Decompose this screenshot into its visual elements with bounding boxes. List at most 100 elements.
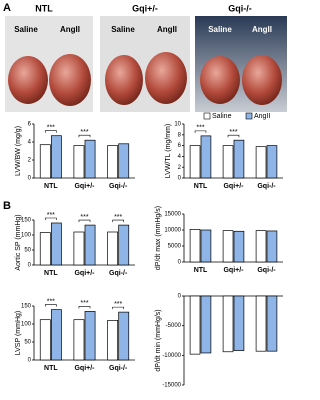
significance-bracket	[78, 306, 91, 309]
significance-bracket	[44, 304, 57, 307]
heart	[242, 55, 282, 105]
y-tick-label: 8	[178, 132, 182, 138]
x-tick-label: NTL	[194, 183, 208, 190]
y-tick-label: 100	[21, 233, 32, 239]
x-tick-label: Gqi+/-	[74, 270, 95, 277]
x-tick-label: Gqi-/-	[257, 183, 276, 190]
x-tick-label: NTL	[44, 270, 58, 277]
bar	[39, 319, 51, 361]
y-tick-label: 10000	[164, 228, 181, 234]
x-tick-label: Gqi+/-	[74, 183, 95, 190]
significance-bracket	[112, 219, 125, 223]
significance-label: ***	[47, 125, 55, 132]
y-tick-label: 6	[28, 122, 32, 128]
panel-label: B	[3, 200, 11, 212]
bar	[39, 232, 51, 266]
bar	[255, 230, 267, 263]
y-tick-label: -15000	[162, 383, 181, 389]
bar	[189, 229, 201, 263]
group-title: NTL	[35, 3, 53, 13]
bar	[266, 145, 278, 179]
bar	[73, 145, 85, 179]
significance-label: ***	[80, 129, 88, 136]
legend-swatch	[203, 112, 211, 120]
y-tick-label: 0	[178, 260, 182, 266]
bar	[189, 145, 201, 179]
y-tick-label: 10	[174, 122, 181, 128]
significance-bracket	[78, 219, 91, 223]
legend-swatch	[245, 112, 253, 120]
x-tick-label: NTL	[194, 267, 208, 274]
x-tick-label: Gqi+/-	[74, 365, 95, 372]
photo-label: AngII	[60, 25, 80, 34]
y-tick-label: 100	[21, 322, 32, 328]
photo-label: AngII	[157, 25, 177, 34]
heart	[8, 56, 48, 104]
bar	[200, 135, 212, 179]
x-tick-label: NTL	[44, 183, 58, 190]
significance-label: ***	[47, 298, 55, 305]
x-tick-label: Gqi-/-	[109, 365, 128, 372]
bar	[233, 139, 245, 179]
heart	[49, 54, 91, 106]
y-axis-label: LVW/TL (mg/mm)	[165, 124, 172, 178]
bar	[73, 231, 85, 266]
x-tick-label: Gqi+/-	[223, 267, 244, 274]
bar	[50, 135, 62, 179]
y-tick-label: 0	[178, 176, 182, 182]
y-tick-label: 15000	[164, 212, 181, 218]
y-tick-label: 5000	[168, 244, 182, 250]
bar	[266, 230, 278, 263]
x-tick-label: Gqi-/-	[257, 267, 276, 274]
y-axis-label: LVW/BW (mg/g)	[15, 126, 22, 176]
y-tick-label: 50	[24, 248, 31, 254]
bar	[118, 224, 130, 266]
y-tick-label: 0	[178, 294, 182, 300]
bar	[39, 144, 51, 179]
y-tick-label: 150	[21, 218, 32, 224]
y-axis-label: LVSP (mmHg)	[15, 311, 22, 355]
heart	[145, 52, 187, 104]
y-tick-label: 2	[178, 165, 182, 171]
bar	[84, 311, 96, 361]
significance-label: ***	[196, 125, 204, 132]
photo-label: Saline	[208, 25, 232, 34]
y-tick-label: 0	[28, 358, 32, 364]
bar	[107, 231, 119, 266]
y-tick-label: 0	[28, 263, 32, 269]
bar	[222, 145, 234, 179]
photo-label: Saline	[14, 25, 38, 34]
significance-bracket	[44, 217, 57, 220]
y-tick-label: -10000	[162, 353, 181, 359]
bar	[118, 143, 130, 179]
y-tick-label: 50	[24, 340, 31, 346]
y-tick-label: 0	[28, 176, 32, 182]
bar	[107, 320, 119, 361]
y-axis-label: Aortic SP (mmHg)	[15, 214, 22, 270]
significance-label: ***	[114, 301, 122, 308]
bar	[107, 145, 119, 179]
x-tick-label: Gqi-/-	[109, 183, 128, 190]
legend-label: AngII	[254, 113, 270, 120]
photo-label: Saline	[111, 25, 135, 34]
significance-label: ***	[114, 214, 122, 221]
group-title: Gqi+/-	[132, 3, 158, 13]
bar	[255, 146, 267, 179]
significance-bracket	[78, 134, 91, 138]
legend-label: Saline	[212, 113, 232, 120]
photo-group: Gqi+/- Saline AngII	[100, 3, 190, 112]
group-title: Gqi-/-	[228, 3, 252, 13]
y-tick-label: 2	[28, 158, 32, 164]
y-tick-label: 6	[178, 143, 182, 149]
bar	[233, 230, 245, 263]
x-tick-label: Gqi+/-	[223, 183, 244, 190]
bar	[118, 311, 130, 361]
photo-label: AngII	[252, 25, 272, 34]
x-tick-label: Gqi-/-	[109, 270, 128, 277]
heart	[200, 56, 240, 104]
panel-label: A	[3, 2, 11, 14]
x-tick-label: NTL	[44, 365, 58, 372]
significance-label: ***	[47, 212, 55, 219]
bar	[222, 295, 234, 353]
